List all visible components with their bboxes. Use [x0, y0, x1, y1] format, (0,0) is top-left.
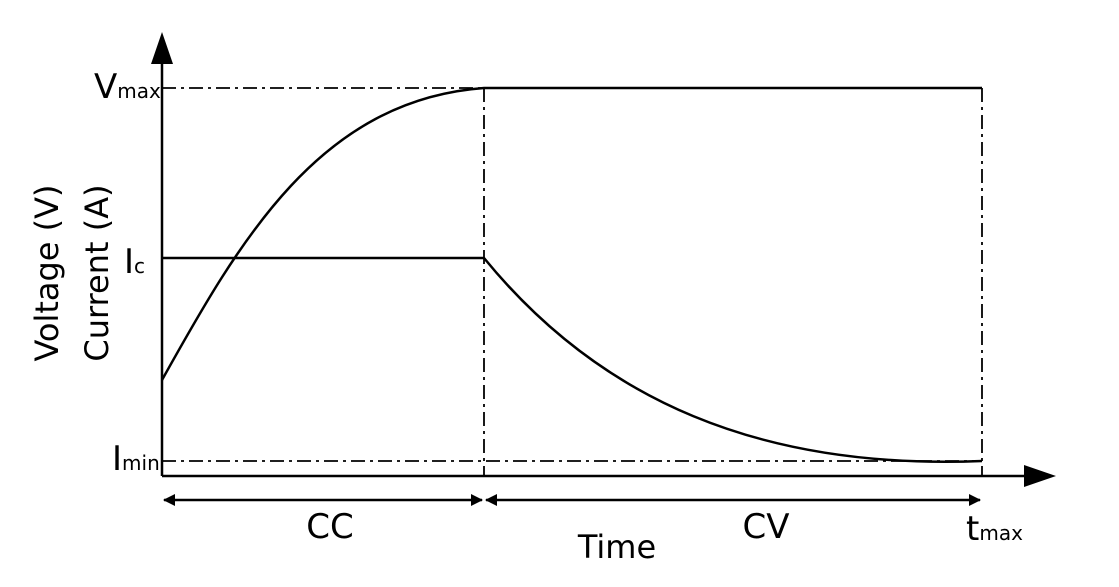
x-axis-arrowhead [1024, 465, 1056, 487]
current-curve [162, 256, 983, 463]
y-axis-arrowhead [151, 32, 173, 64]
y-axis-title-voltage: Voltage (V) [28, 184, 66, 361]
vmax-label: Vmax [94, 67, 161, 107]
ic-label: Ic [124, 242, 145, 282]
y-axis-title-current: Current (A) [78, 184, 116, 361]
voltage-curve [160, 86, 982, 381]
x-axis-title: Time [577, 528, 656, 566]
cc-phase-label: CC [306, 507, 353, 547]
cv-phase-label: CV [743, 507, 790, 547]
imin-label: Imin [112, 439, 160, 479]
tmax-label: tmax [966, 509, 1023, 549]
